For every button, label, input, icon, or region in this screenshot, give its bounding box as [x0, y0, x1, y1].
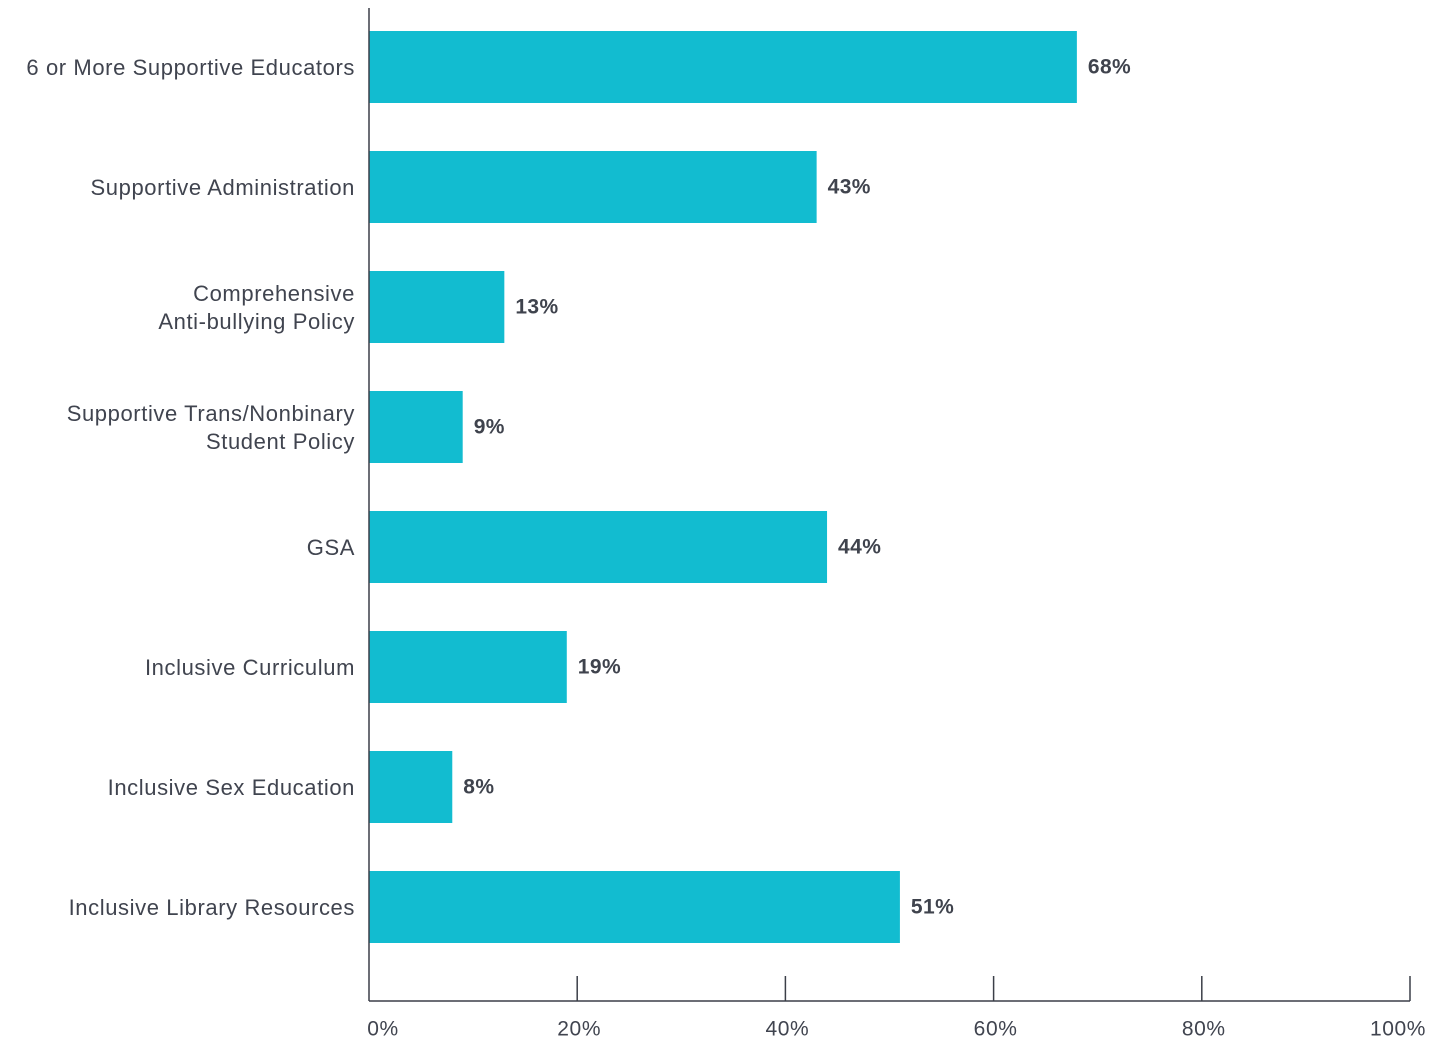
x-tick-label-60: 60% — [974, 1018, 1018, 1041]
category-label-2: Supportive Administration — [91, 175, 355, 200]
bar-8 — [369, 871, 900, 943]
bars-group — [369, 31, 1077, 943]
category-label-3: Comprehensive Anti-bullying Policy — [158, 281, 355, 334]
category-label-5: GSA — [307, 535, 355, 560]
category-label-6: Inclusive Curriculum — [145, 655, 355, 680]
bar-7 — [369, 751, 453, 823]
bar-1 — [369, 31, 1077, 103]
value-label-5: 44% — [838, 536, 881, 559]
value-label-7: 8% — [463, 776, 494, 799]
bar-2 — [369, 151, 817, 223]
value-label-2: 43% — [828, 176, 871, 199]
category-label-1: 6 or More Supportive Educators — [26, 55, 355, 80]
category-label-4: Supportive Trans/Nonbinary Student Policy — [67, 401, 355, 454]
category-label-7: Inclusive Sex Education — [108, 775, 355, 800]
value-label-8: 51% — [911, 896, 954, 919]
bar-3 — [369, 271, 505, 343]
value-label-4: 9% — [474, 416, 505, 439]
x-ticks-group: 0% 20% 40% 60% 80% 100% — [367, 976, 1426, 1041]
bar-5 — [369, 511, 828, 583]
value-labels-group: 68% 43% 13% 9% 44% 19% 8% 51% — [463, 56, 1131, 919]
axes-group — [368, 8, 1410, 1002]
value-label-6: 19% — [578, 656, 621, 679]
value-label-1: 68% — [1088, 56, 1131, 79]
bar-4 — [369, 391, 463, 463]
bar-6 — [369, 631, 567, 703]
value-label-3: 13% — [515, 296, 558, 319]
x-tick-label-40: 40% — [765, 1018, 809, 1041]
x-tick-label-20: 20% — [557, 1018, 601, 1041]
category-label-8: Inclusive Library Resources — [69, 895, 355, 920]
x-tick-label-0: 0% — [367, 1018, 399, 1041]
x-tick-label-100: 100% — [1370, 1018, 1426, 1041]
x-tick-label-80: 80% — [1182, 1018, 1226, 1041]
category-labels-group: 6 or More Supportive Educators Supportive… — [26, 55, 355, 920]
